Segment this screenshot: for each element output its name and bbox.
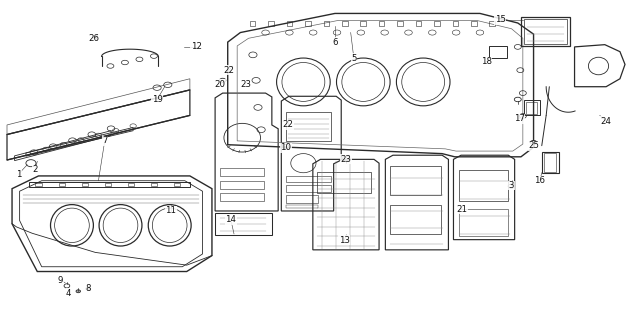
Text: 14: 14: [226, 215, 236, 224]
Bar: [471, 21, 477, 26]
Bar: [544, 153, 556, 172]
Bar: [35, 183, 42, 186]
Text: 26: 26: [88, 34, 99, 43]
Bar: [489, 46, 507, 58]
Bar: [434, 21, 440, 26]
Text: 13: 13: [339, 236, 350, 245]
Bar: [342, 21, 348, 26]
Bar: [287, 21, 293, 26]
Text: 15: 15: [495, 15, 506, 24]
Text: 21: 21: [457, 205, 468, 214]
Bar: [360, 21, 366, 26]
Bar: [105, 183, 111, 186]
Bar: [268, 21, 274, 26]
Text: 4: 4: [66, 289, 71, 298]
Text: 23: 23: [341, 155, 352, 164]
Bar: [215, 213, 272, 235]
Bar: [416, 21, 422, 26]
Text: 24: 24: [600, 116, 612, 126]
Bar: [524, 20, 567, 44]
Text: 9: 9: [58, 276, 63, 285]
Bar: [459, 209, 507, 236]
Bar: [82, 183, 88, 186]
Bar: [489, 21, 495, 26]
Bar: [317, 172, 371, 194]
Text: 16: 16: [535, 176, 545, 185]
Text: 25: 25: [528, 141, 539, 150]
Bar: [305, 21, 311, 26]
Bar: [524, 100, 540, 116]
Bar: [542, 152, 559, 173]
Bar: [250, 21, 255, 26]
Text: 18: 18: [481, 57, 492, 66]
Text: 7: 7: [102, 136, 107, 145]
Text: 5: 5: [351, 53, 356, 62]
Text: 17: 17: [514, 114, 525, 123]
Bar: [286, 204, 318, 208]
Text: 22: 22: [282, 120, 293, 130]
Bar: [286, 112, 331, 141]
Bar: [526, 102, 537, 115]
Bar: [398, 21, 403, 26]
Bar: [174, 183, 180, 186]
Bar: [379, 21, 384, 26]
Text: 19: 19: [152, 95, 162, 104]
Text: 22: 22: [224, 66, 234, 75]
Text: 8: 8: [85, 284, 90, 292]
Bar: [220, 194, 264, 201]
Text: 3: 3: [509, 181, 514, 190]
Text: 23: 23: [240, 80, 251, 89]
Bar: [128, 183, 134, 186]
Bar: [220, 181, 264, 189]
Ellipse shape: [76, 290, 80, 293]
Bar: [286, 186, 331, 192]
Bar: [391, 205, 441, 234]
Text: 12: 12: [191, 42, 202, 52]
Bar: [220, 168, 264, 176]
Ellipse shape: [93, 35, 97, 38]
Text: 6: 6: [332, 38, 337, 47]
Bar: [459, 170, 507, 201]
Bar: [286, 195, 318, 203]
Text: 11: 11: [166, 206, 176, 215]
Bar: [521, 17, 570, 46]
Text: 20: 20: [215, 80, 226, 89]
Bar: [59, 183, 65, 186]
Bar: [453, 21, 458, 26]
Bar: [286, 176, 331, 182]
Bar: [151, 183, 157, 186]
Bar: [391, 166, 441, 195]
Text: 10: 10: [280, 143, 291, 152]
Text: 1: 1: [16, 170, 21, 179]
Text: 2: 2: [33, 165, 38, 174]
Bar: [324, 21, 329, 26]
